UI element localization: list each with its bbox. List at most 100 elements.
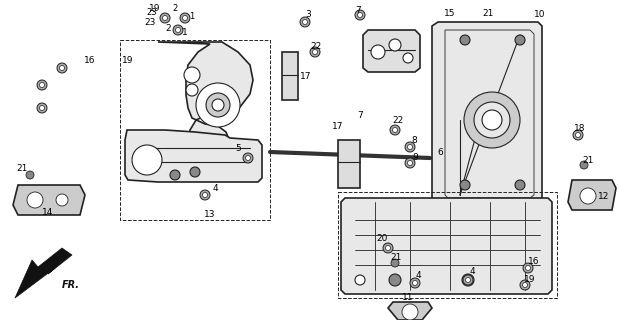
Circle shape: [464, 92, 520, 148]
Circle shape: [176, 28, 181, 33]
Text: 4: 4: [415, 271, 421, 281]
Circle shape: [37, 80, 47, 90]
Text: 7: 7: [357, 110, 363, 119]
Text: 17: 17: [332, 122, 344, 131]
Circle shape: [462, 274, 474, 286]
Circle shape: [389, 274, 401, 286]
Polygon shape: [338, 140, 360, 188]
Circle shape: [474, 102, 510, 138]
Text: 21: 21: [582, 156, 594, 164]
Circle shape: [407, 161, 412, 165]
Circle shape: [56, 194, 68, 206]
Circle shape: [405, 158, 415, 168]
Text: 6: 6: [437, 148, 443, 156]
Circle shape: [355, 275, 365, 285]
Text: 22: 22: [310, 42, 322, 51]
Circle shape: [405, 142, 415, 152]
Circle shape: [180, 13, 190, 23]
Circle shape: [202, 193, 207, 197]
Text: 21: 21: [482, 9, 494, 18]
Text: 19: 19: [122, 55, 134, 65]
Circle shape: [520, 280, 530, 290]
Text: 20: 20: [376, 234, 387, 243]
Circle shape: [190, 167, 200, 177]
Text: 5: 5: [235, 143, 241, 153]
Polygon shape: [341, 198, 552, 294]
Text: 8: 8: [411, 135, 417, 145]
Circle shape: [523, 263, 533, 273]
Circle shape: [392, 127, 397, 132]
Text: 21: 21: [16, 164, 28, 172]
Circle shape: [460, 35, 470, 45]
Circle shape: [576, 132, 581, 138]
Text: FR.: FR.: [62, 280, 80, 290]
Circle shape: [383, 243, 393, 253]
Text: 10: 10: [534, 10, 546, 19]
Circle shape: [26, 171, 34, 179]
Text: 22: 22: [392, 116, 404, 124]
Circle shape: [515, 180, 525, 190]
Polygon shape: [158, 42, 253, 165]
Text: 18: 18: [574, 124, 586, 132]
Text: 23: 23: [144, 18, 156, 27]
Polygon shape: [568, 180, 616, 210]
Circle shape: [163, 15, 168, 20]
Polygon shape: [432, 22, 542, 204]
Text: 21: 21: [391, 253, 402, 262]
Circle shape: [522, 283, 527, 287]
Text: 15: 15: [444, 9, 456, 18]
Circle shape: [515, 35, 525, 45]
Circle shape: [57, 63, 67, 73]
Circle shape: [40, 83, 45, 87]
Circle shape: [243, 153, 253, 163]
Text: 2: 2: [172, 4, 178, 12]
Circle shape: [402, 304, 418, 320]
Circle shape: [184, 67, 200, 83]
Circle shape: [37, 103, 47, 113]
Circle shape: [300, 17, 310, 27]
Circle shape: [196, 83, 240, 127]
Text: 19: 19: [524, 276, 536, 284]
Text: 14: 14: [42, 207, 54, 217]
Text: 2: 2: [165, 23, 171, 33]
Circle shape: [390, 125, 400, 135]
Circle shape: [27, 192, 43, 208]
Circle shape: [246, 156, 251, 161]
Circle shape: [465, 277, 470, 283]
Text: 4: 4: [212, 183, 218, 193]
Circle shape: [391, 259, 399, 267]
Text: 19: 19: [149, 4, 161, 12]
Circle shape: [310, 47, 320, 57]
Circle shape: [371, 45, 385, 59]
Circle shape: [403, 53, 413, 63]
Circle shape: [573, 130, 583, 140]
Circle shape: [212, 99, 224, 111]
Circle shape: [170, 170, 180, 180]
Circle shape: [358, 12, 363, 18]
Circle shape: [526, 266, 530, 270]
Circle shape: [410, 278, 420, 288]
Circle shape: [206, 93, 230, 117]
Circle shape: [482, 110, 502, 130]
Circle shape: [355, 10, 365, 20]
Circle shape: [313, 50, 318, 54]
Text: 3: 3: [305, 10, 311, 19]
Circle shape: [40, 106, 45, 110]
Circle shape: [173, 25, 183, 35]
Polygon shape: [13, 185, 85, 215]
Circle shape: [186, 84, 198, 96]
Polygon shape: [125, 130, 262, 182]
Circle shape: [580, 161, 588, 169]
Circle shape: [412, 281, 417, 285]
Circle shape: [303, 20, 308, 25]
Polygon shape: [363, 30, 420, 72]
Polygon shape: [15, 248, 72, 298]
Polygon shape: [388, 302, 432, 320]
Circle shape: [183, 15, 188, 20]
Circle shape: [580, 188, 596, 204]
Circle shape: [160, 13, 170, 23]
Circle shape: [132, 145, 162, 175]
Text: 13: 13: [204, 210, 216, 219]
Circle shape: [460, 180, 470, 190]
Text: 16: 16: [528, 258, 540, 267]
